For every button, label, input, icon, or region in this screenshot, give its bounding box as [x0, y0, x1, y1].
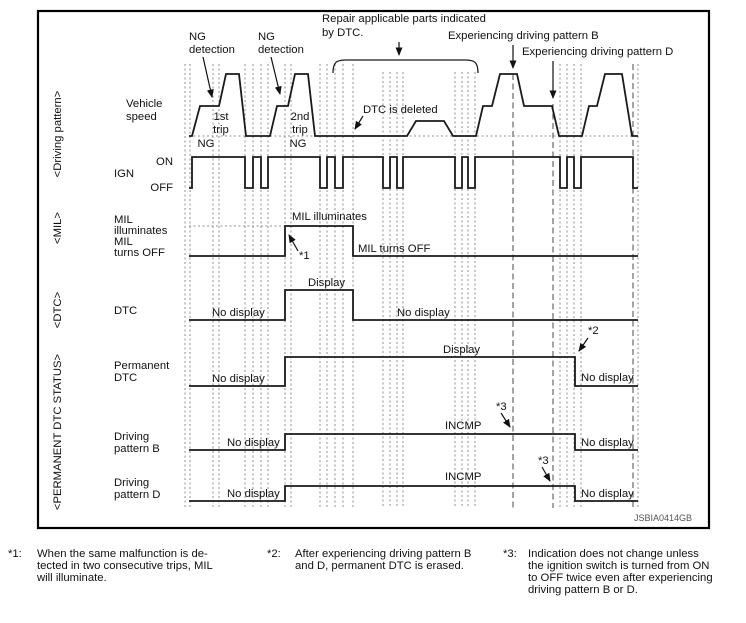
pattern-d-label-1: Driving — [114, 477, 149, 489]
vehicle-speed-label-2: speed — [126, 111, 157, 123]
footnote-3-line3: to OFF twice even after experiencing — [528, 572, 713, 584]
trip2-line1: 2nd — [291, 111, 310, 123]
d-no-display-1: No display — [227, 488, 280, 500]
dtc-display: Display — [308, 277, 345, 289]
ign-waveform — [189, 156, 638, 189]
footnote-2-line1: After experiencing driving pattern B — [295, 548, 471, 560]
section-permanent-dtc-status: <PERMANENT DTC STATUS> — [52, 353, 64, 510]
trip1-ng: NG — [198, 138, 215, 150]
ign-on-label: ON — [156, 156, 173, 168]
permanent-dtc-waveform — [189, 356, 638, 387]
ng2-arrow — [270, 56, 282, 95]
reference-levels — [189, 135, 638, 227]
ref2-marker: *2 — [588, 325, 599, 337]
mil-label-3: MIL — [114, 236, 133, 248]
b-no-display-2: No display — [581, 437, 634, 449]
ng-detection-1-line1: NG — [189, 31, 206, 43]
repair-region-brace — [332, 59, 479, 74]
trip-labels: 1st trip NG 2nd trip NG — [198, 111, 310, 150]
trip2-line2: trip — [292, 124, 308, 136]
b-no-display-1: No display — [227, 437, 280, 449]
b-incmp: INCMP — [445, 420, 481, 432]
footnote-1-line3: will illuminate. — [36, 572, 107, 584]
footnote-1-line1: When the same malfunction is de- — [37, 548, 208, 560]
ign-label: IGN — [114, 168, 134, 180]
mil-label-2: illuminates — [114, 225, 168, 237]
permanent-dtc-label-2: DTC — [114, 372, 137, 384]
top-annotations: NG detection NG detection Repair applica… — [189, 13, 673, 116]
footnote-3-marker: *3: — [503, 548, 517, 560]
event-lines — [512, 64, 634, 508]
pattern-d-waveform — [189, 485, 638, 502]
mil-illuminates-note: MIL illuminates — [292, 211, 367, 223]
footnotes: *1: When the same malfunction is de- tec… — [8, 548, 713, 596]
dtc-waveform — [189, 289, 638, 321]
section-dtc: <DTC> — [52, 291, 64, 328]
ref2-arrow — [578, 337, 589, 352]
repair-note-line2: by DTC. — [322, 27, 363, 39]
annotation-arrows — [202, 42, 589, 482]
experiencing-pattern-d-note: Experiencing driving pattern D — [522, 46, 673, 58]
ref3-b-marker: *3 — [496, 401, 507, 413]
footnote-3-line1: Indication does not change unless — [528, 548, 699, 560]
ign-off-label: OFF — [150, 182, 173, 194]
mil-label-1: MIL — [114, 214, 133, 226]
footnote-1-marker: *1: — [8, 548, 22, 560]
perm-no-display-2: No display — [581, 372, 634, 384]
ng1-arrow — [202, 56, 214, 98]
ref3-d-arrow — [541, 466, 551, 482]
footnote-1-line2: tected in two consecutive trips, MIL — [37, 560, 213, 572]
pattern-b-label-2: pattern B — [114, 443, 160, 455]
perm-no-display-1: No display — [212, 373, 265, 385]
row-labels: Vehicle speed IGN ON OFF MIL illuminates… — [114, 98, 173, 501]
dtc-label: DTC — [114, 305, 137, 317]
d-no-display-2: No display — [581, 488, 634, 500]
ng-detection-2-line1: NG — [258, 31, 275, 43]
dtc-deleted-note: DTC is deleted — [363, 104, 438, 116]
figure-code: JSBIA0414GB — [634, 513, 692, 523]
diagram-border — [36, 9, 711, 530]
pattern-b-label-1: Driving — [114, 431, 149, 443]
ref1-arrow — [288, 234, 299, 252]
waveforms — [189, 73, 638, 502]
repair-note-line1: Repair applicable parts indicated — [322, 13, 486, 25]
perm-display: Display — [443, 344, 480, 356]
ref1-marker: *1 — [299, 250, 310, 262]
ref3-b-arrow — [500, 412, 511, 428]
d-incmp: INCMP — [445, 471, 481, 483]
vehicle-speed-label-1: Vehicle — [126, 98, 162, 110]
vehicle-speed-waveform — [189, 73, 638, 137]
ref3-d-marker: *3 — [538, 455, 549, 467]
pattern-d-label-2: pattern D — [114, 489, 160, 501]
footnote-3-line2: the ignition switch is turned from ON — [528, 560, 709, 572]
footnote-2-marker: *2: — [267, 548, 281, 560]
section-driving-pattern: <Driving pattern> — [52, 90, 64, 177]
pattern-b-waveform — [189, 433, 638, 451]
ng-detection-2-line2: detection — [258, 44, 304, 56]
trip1-line1: 1st — [213, 111, 229, 123]
ng-detection-1-line2: detection — [189, 44, 235, 56]
footnote-3-line4: driving pattern B or D. — [528, 584, 638, 596]
dtc-deleted-arrow — [354, 115, 364, 130]
mil-waveform — [189, 225, 638, 257]
trip2-ng: NG — [290, 138, 307, 150]
mil-turns-off-note: MIL turns OFF — [358, 243, 430, 255]
permanent-dtc-label-1: Permanent — [114, 360, 170, 372]
experiencing-pattern-b-note: Experiencing driving pattern B — [448, 30, 599, 42]
trip1-line2: trip — [213, 124, 229, 136]
footnote-2-line2: and D, permanent DTC is erased. — [295, 560, 464, 572]
dtc-no-display-1: No display — [212, 307, 265, 319]
dtc-no-display-2: No display — [397, 307, 450, 319]
state-annotations: MIL illuminates *1 MIL turns OFF No disp… — [212, 211, 634, 500]
mil-label-4: turns OFF — [114, 247, 165, 259]
section-labels: <Driving pattern> <MIL> <DTC> <PERMANENT… — [52, 90, 64, 510]
section-mil: <MIL> — [52, 212, 64, 244]
